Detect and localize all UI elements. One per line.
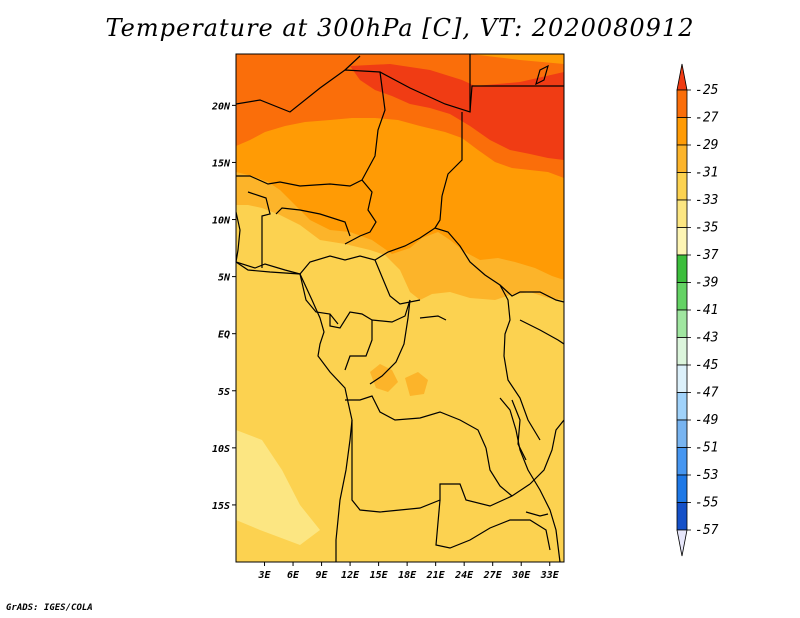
colorbar-label: -35 <box>695 221 719 236</box>
x-tick-label: 30E <box>511 570 531 581</box>
colorbar-swatch <box>676 144 688 173</box>
y-tick-label: 5N <box>218 273 231 284</box>
coastline <box>235 64 561 563</box>
colorbar-swatch <box>676 254 688 283</box>
x-tick-label: 3E <box>257 570 271 581</box>
x-tick-label: 6E <box>287 570 300 581</box>
map-title: Temperature at 300hPa [C], VT: 202008091… <box>105 14 695 42</box>
colorbar-label: -29 <box>695 138 718 153</box>
x-tick-label: 21E <box>426 570 446 581</box>
y-tick-label: 10S <box>212 444 230 455</box>
colorbar-label: -41 <box>695 303 718 318</box>
colorbar-label: -51 <box>695 441 718 456</box>
x-tick-label: 9E <box>316 570 329 581</box>
field-patch-b <box>405 372 428 396</box>
colorbar-swatch <box>676 419 688 448</box>
colorbar-swatch <box>676 364 688 393</box>
x-tick-label: 27E <box>483 570 503 581</box>
colorbar-swatch <box>676 337 688 366</box>
colorbar-swatch <box>676 89 688 118</box>
colorbar: -25 -27 -29 -31 -33 -35 -37 -39 -41 -43 -45 -47 -49 -… <box>676 63 719 557</box>
x-tick-label: 15E <box>370 570 389 581</box>
colorbar-swatch <box>676 502 688 531</box>
colorbar-swatch <box>676 309 688 338</box>
x-tick-label: 33E <box>540 570 560 581</box>
field-band--27 <box>236 54 564 178</box>
grads-credit: GrADS: IGES/COLA <box>6 603 93 613</box>
x-tick-label: 24E <box>454 570 474 581</box>
colorbar-label: -49 <box>695 413 718 428</box>
colorbar-swatch <box>676 199 688 228</box>
field-band--35 <box>236 430 320 545</box>
y-tick-label: 10N <box>212 216 231 227</box>
colorbar-swatch <box>676 392 688 421</box>
country-borders <box>236 54 564 551</box>
colorbar-label: -45 <box>695 358 719 373</box>
colorbar-label: -47 <box>695 386 719 401</box>
colorbar-bottom-arrow <box>676 529 688 557</box>
colorbar-label: -43 <box>695 331 718 346</box>
y-axis: 20N 15N 10N 5N EQ 5S 10S 15S <box>211 101 236 512</box>
y-tick-label: 15N <box>212 158 231 169</box>
colorbar-swatch <box>676 227 688 256</box>
field-patch-a <box>370 364 398 392</box>
y-tick-label: 15S <box>212 501 230 512</box>
map-frame <box>235 53 565 563</box>
colorbar-label: -57 <box>695 523 719 538</box>
temperature-field <box>236 54 564 562</box>
colorbar-swatch <box>676 474 688 503</box>
colorbar-label: -27 <box>695 111 719 126</box>
colorbar-swatch <box>676 117 688 146</box>
colorbar-swatch <box>676 172 688 201</box>
colorbar-label: -31 <box>695 166 718 181</box>
colorbar-label: -37 <box>695 248 719 263</box>
y-tick-label: EQ <box>218 330 230 341</box>
x-tick-label: 12E <box>341 570 360 581</box>
colorbar-label: -39 <box>695 276 718 291</box>
x-axis: 3E 6E 9E 12E 15E 18E 21E 24E 27E 30E 33E <box>257 562 560 581</box>
field-band--25 <box>350 64 564 160</box>
x-tick-label: 18E <box>398 570 417 581</box>
colorbar-swatch <box>676 282 688 311</box>
colorbar-label: -53 <box>695 468 718 483</box>
y-tick-label: 5S <box>218 387 230 398</box>
colorbar-label: -33 <box>695 193 718 208</box>
y-tick-label: 20N <box>211 101 231 112</box>
colorbar-label: -55 <box>695 496 719 511</box>
colorbar-top-arrow <box>676 63 688 91</box>
colorbar-label: -25 <box>695 83 719 98</box>
colorbar-swatch <box>676 447 688 476</box>
